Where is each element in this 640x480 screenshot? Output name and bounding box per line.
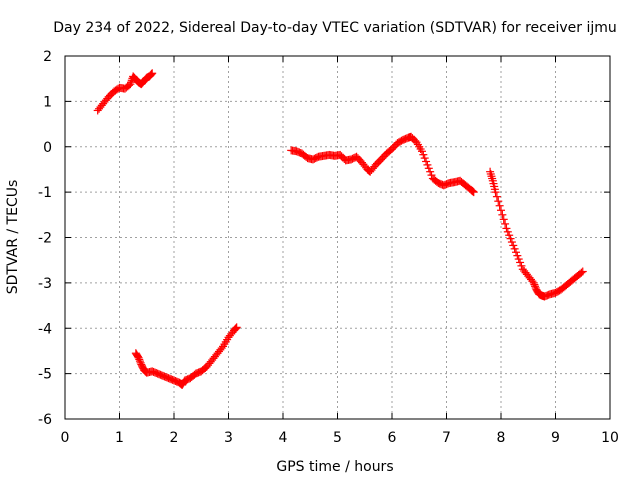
data-point	[135, 357, 144, 366]
y-tick-label: 1	[43, 94, 52, 110]
data-point	[127, 78, 136, 87]
x-tick-label: 1	[115, 430, 124, 446]
data-point	[427, 171, 436, 180]
data-point	[491, 188, 500, 197]
data-point	[516, 258, 525, 267]
data-point	[531, 282, 540, 291]
series-segment-2	[131, 323, 241, 389]
x-tick-label: 9	[551, 430, 560, 446]
y-tick-label: 2	[43, 49, 52, 65]
data-point	[510, 244, 519, 253]
data-point	[231, 324, 240, 333]
axis-ticks	[64, 55, 611, 420]
data-point	[529, 278, 538, 287]
data-point	[503, 227, 512, 236]
data-point	[509, 241, 518, 250]
x-tick-label: 7	[442, 430, 451, 446]
data-point	[422, 157, 431, 166]
chart-title: Day 234 of 2022, Sidereal Day-to-day VTE…	[53, 20, 617, 36]
y-tick-label: -5	[38, 367, 52, 383]
data-point	[148, 69, 157, 78]
data-point	[147, 70, 156, 79]
data-point	[514, 255, 523, 264]
data-point	[426, 167, 435, 176]
series-segment-1	[93, 69, 157, 115]
x-tick-label: 3	[224, 430, 233, 446]
y-tick-label: -6	[38, 412, 52, 428]
data-point	[517, 261, 526, 270]
data-point	[420, 154, 429, 163]
data-point	[423, 160, 432, 169]
data-point	[513, 251, 522, 260]
x-axis-label: GPS time / hours	[276, 459, 393, 475]
grid	[65, 56, 610, 419]
data-point	[424, 164, 433, 173]
data-point	[494, 197, 503, 206]
data-point	[146, 70, 155, 79]
data-points	[93, 69, 587, 389]
y-tick-label: -2	[38, 231, 52, 247]
x-tick-label: 6	[388, 430, 397, 446]
data-point	[134, 353, 143, 362]
y-tick-label: -3	[38, 276, 52, 292]
data-point	[231, 324, 240, 333]
x-tick-label: 0	[61, 430, 70, 446]
x-tick-label: 4	[279, 430, 288, 446]
data-point	[511, 248, 520, 257]
series-segment-4	[486, 167, 587, 301]
y-tick-label: -4	[38, 321, 52, 337]
y-tick-label: 0	[43, 140, 52, 156]
data-point	[578, 267, 587, 276]
y-tick-label: -1	[38, 185, 52, 201]
x-tick-label: 2	[170, 430, 179, 446]
data-point	[417, 147, 426, 156]
x-tick-label: 10	[601, 430, 619, 446]
data-point	[492, 192, 501, 201]
data-point	[530, 280, 539, 289]
data-point	[497, 206, 505, 215]
data-point	[499, 215, 508, 224]
data-point	[126, 80, 135, 89]
x-tick-label: 5	[333, 430, 342, 446]
series-segment-3	[287, 132, 478, 197]
data-point	[507, 238, 516, 247]
data-point	[528, 277, 537, 286]
data-point	[506, 234, 515, 243]
data-point	[140, 366, 149, 375]
data-point	[232, 323, 241, 332]
data-point	[505, 231, 514, 240]
data-point	[577, 268, 586, 277]
data-point	[135, 355, 144, 364]
data-point	[501, 219, 510, 228]
data-point	[419, 150, 428, 159]
data-point	[495, 201, 504, 210]
data-point	[498, 210, 507, 219]
y-axis-label: SDTVAR / TECUs	[5, 180, 21, 295]
data-point	[502, 224, 511, 233]
x-tick-label: 8	[497, 430, 506, 446]
data-point	[469, 188, 478, 197]
